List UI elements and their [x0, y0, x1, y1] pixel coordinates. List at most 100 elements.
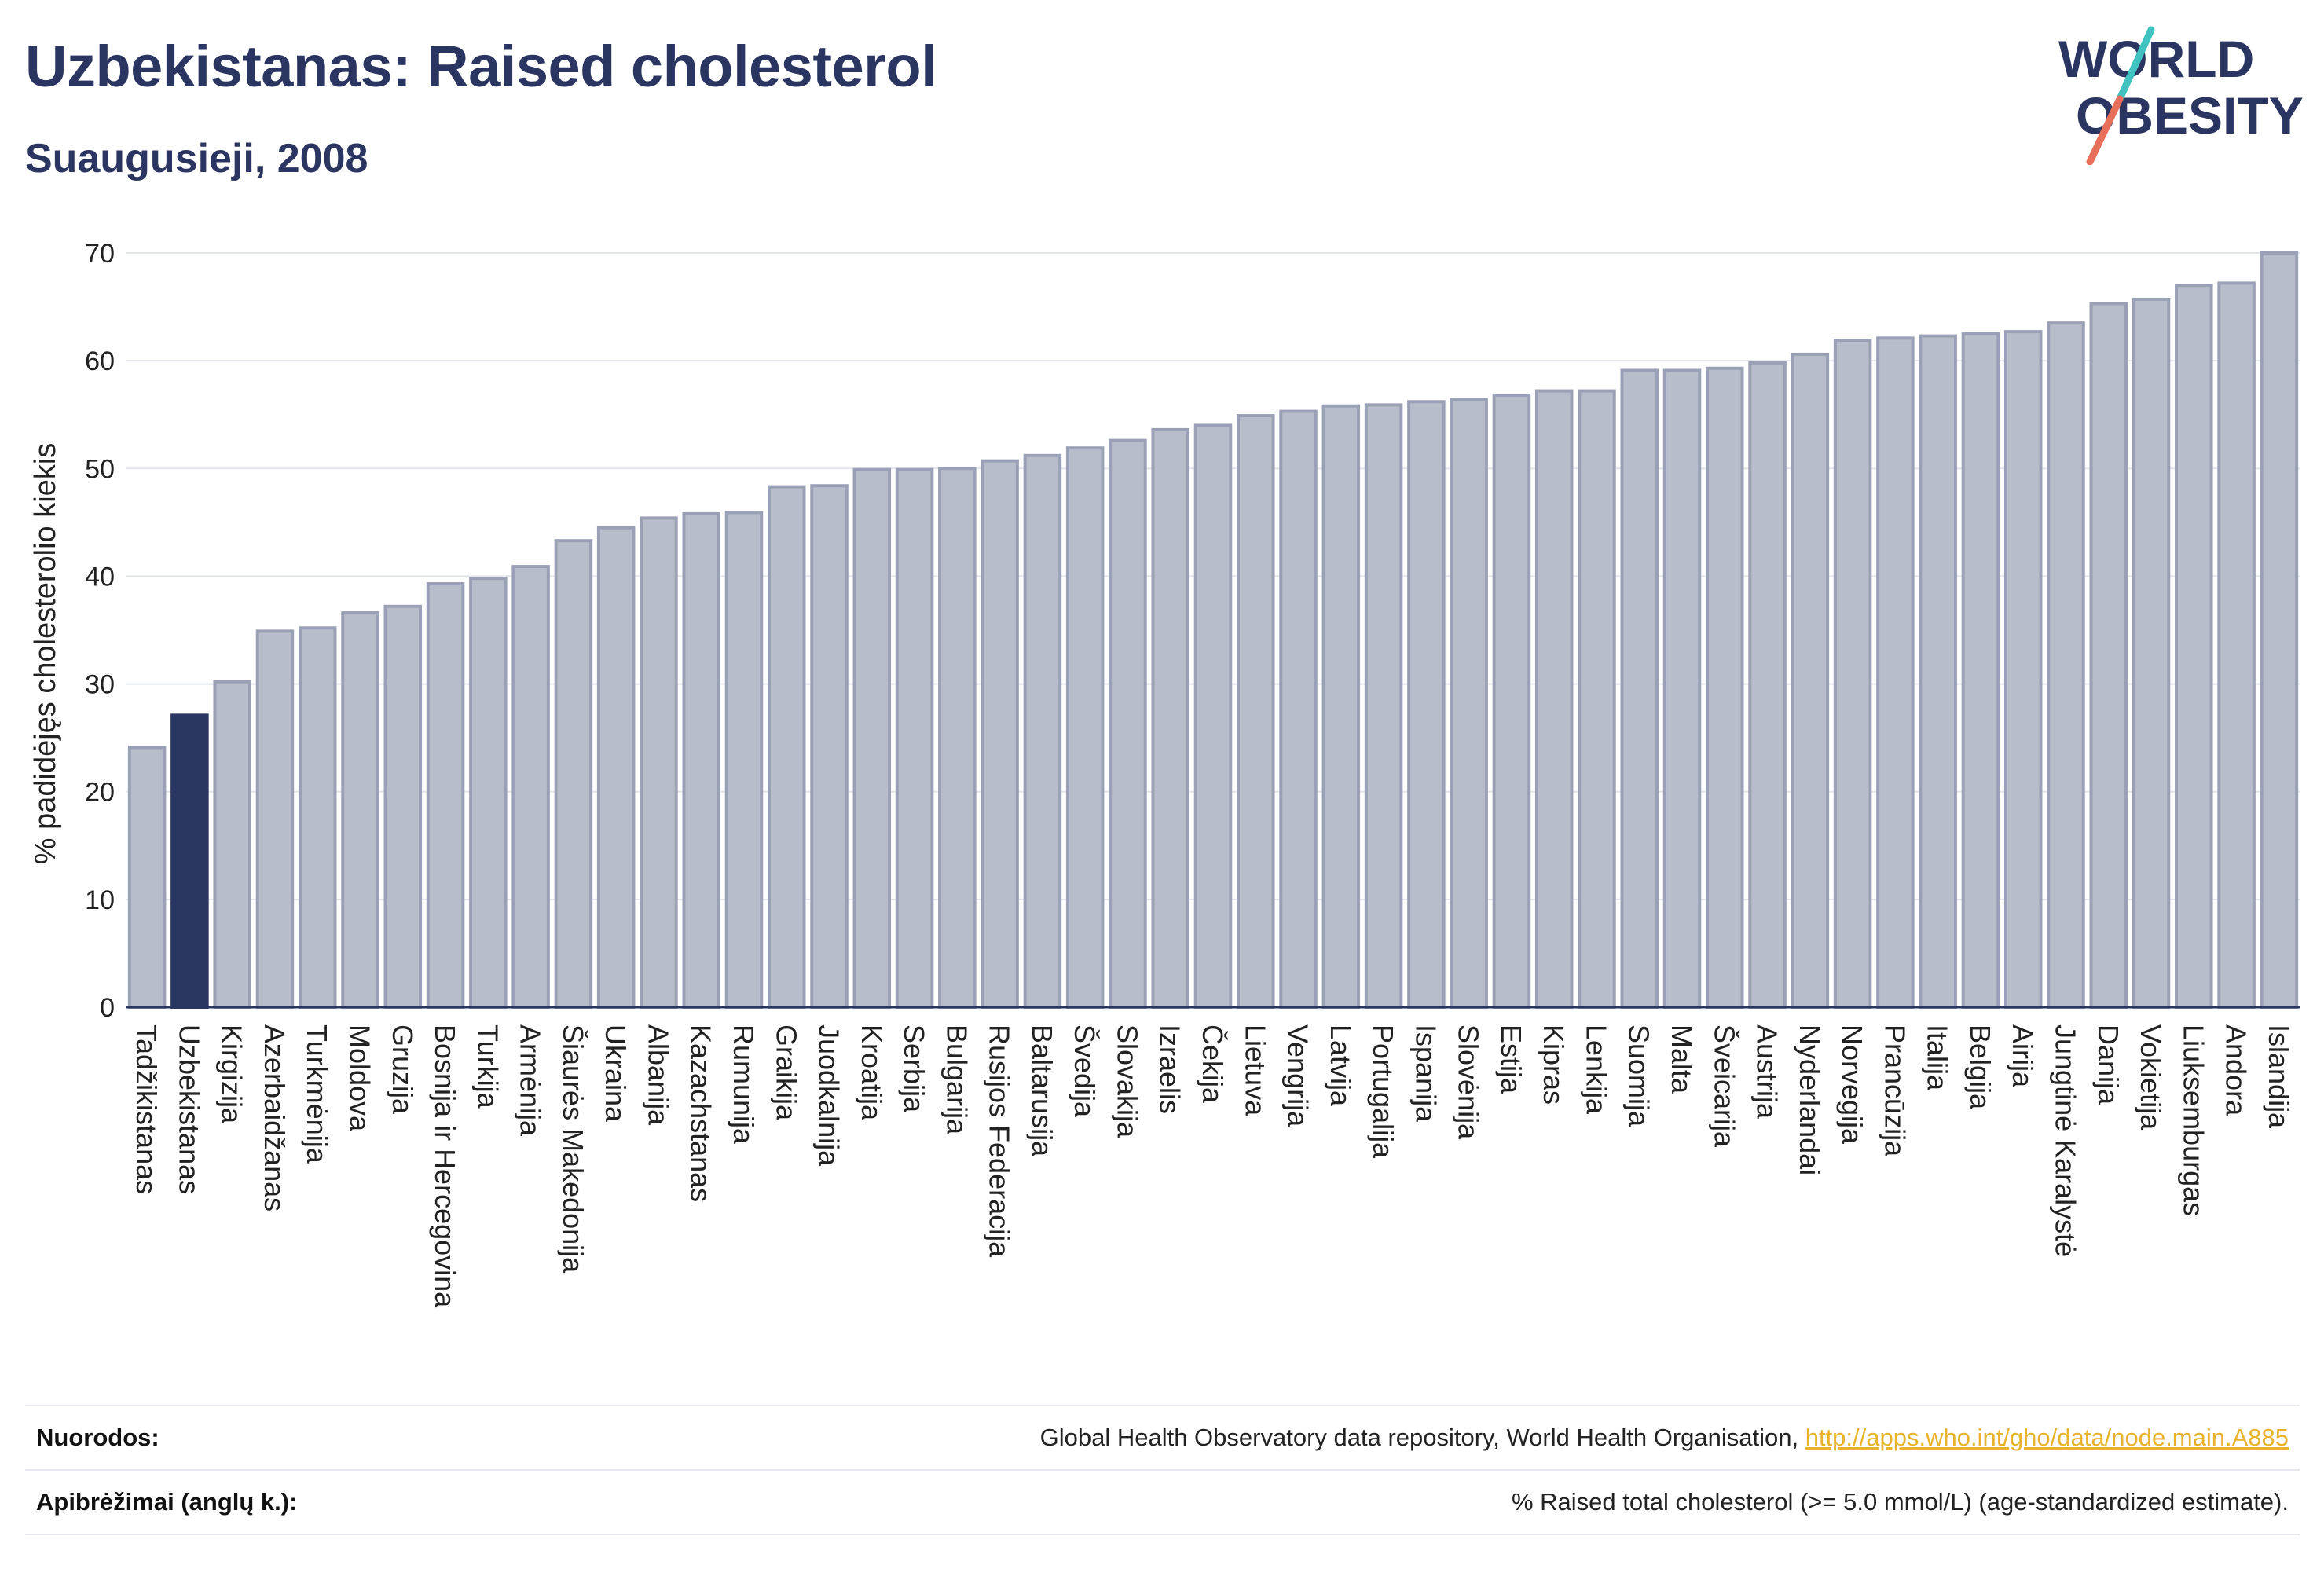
chart-title: Uzbekistanas: Raised cholesterol	[25, 34, 937, 99]
y-tick-label: 70	[85, 239, 115, 269]
bar	[1876, 336, 1915, 1010]
x-tick-label: Liuksemburgas	[2177, 1024, 2209, 1216]
x-tick-label: Uzbekistanas	[173, 1024, 205, 1194]
bar	[426, 582, 465, 1009]
x-tick-label: Prancūzija	[1879, 1024, 1911, 1157]
bar	[383, 604, 423, 1009]
y-tick-label: 10	[85, 885, 115, 915]
x-tick-label: Azerbaidžanas	[258, 1024, 291, 1211]
bar	[1791, 352, 1830, 1009]
x-tick-label: Vengrija	[1282, 1024, 1314, 1127]
bar	[1407, 400, 1446, 1009]
x-tick-label: Suomija	[1623, 1024, 1655, 1127]
bar	[341, 611, 379, 1009]
x-tick-label: Švedija	[1069, 1024, 1101, 1118]
bar	[1109, 438, 1147, 1009]
x-tick-label: Gruzija	[387, 1024, 419, 1115]
footer-sources-label: Nuorodos:	[36, 1424, 159, 1451]
bar	[2003, 330, 2043, 1010]
bar	[1151, 427, 1189, 1009]
bar	[852, 467, 892, 1009]
bar	[640, 516, 678, 1009]
x-tick-label: Andora	[2220, 1024, 2253, 1116]
x-tick-label: Norvegija	[1836, 1024, 1868, 1145]
y-tick-label: 40	[85, 562, 115, 592]
bar	[1450, 398, 1488, 1009]
bar	[1620, 368, 1659, 1009]
x-tick-label: Rusijos Federacija	[984, 1024, 1016, 1258]
chart-subtitle: Suaugusieji, 2008	[25, 136, 368, 181]
footer-sources-row: Nuorodos: Global Health Observatory data…	[25, 1405, 2300, 1469]
bar	[2175, 284, 2213, 1009]
bar	[1748, 361, 1787, 1009]
bar	[1193, 423, 1233, 1009]
x-tick-label: Vokietija	[2135, 1024, 2167, 1131]
bar	[596, 526, 636, 1009]
bar	[127, 746, 167, 1009]
bar	[2047, 321, 2085, 1009]
x-tick-label: Portugalija	[1367, 1024, 1399, 1159]
x-tick-label: Moldova	[344, 1024, 376, 1132]
bar	[810, 484, 849, 1009]
x-tick-label: Estija	[1495, 1024, 1527, 1094]
footer-sources-text: Global Health Observatory data repositor…	[1039, 1424, 1799, 1451]
bar	[2089, 302, 2128, 1009]
bar-highlight	[170, 713, 209, 1009]
x-tick-label: Latvija	[1325, 1024, 1357, 1107]
x-tick-label: Rumunija	[728, 1024, 760, 1145]
logo-line1: WORLD	[2058, 30, 2254, 88]
bar	[1961, 332, 2000, 1010]
y-tick-label: 60	[85, 346, 115, 376]
bar	[895, 467, 934, 1009]
bar	[1534, 389, 1574, 1009]
world-obesity-logo: WORLD OBESITY	[2058, 26, 2304, 165]
y-tick-label: 20	[85, 778, 115, 808]
bar	[1578, 389, 1616, 1009]
x-tick-label: Čekija	[1197, 1024, 1229, 1104]
x-tick-label: Lenkija	[1580, 1024, 1612, 1115]
footer-definitions-label: Apibrėžimai (anglų k.):	[36, 1488, 298, 1516]
x-tick-label: Ispanija	[1409, 1024, 1442, 1123]
bar	[213, 680, 251, 1009]
x-tick-label: Lietuva	[1239, 1024, 1271, 1116]
bar	[1662, 368, 1702, 1009]
bar-chart: 0 10 20 30 40 50 60 70 Tadžikistanas Uzbekistanas…	[29, 239, 2300, 1308]
x-tick-label: Juodkalnija	[813, 1024, 845, 1167]
bar	[938, 467, 977, 1009]
x-tick-label: Austrija	[1751, 1024, 1783, 1120]
x-tick-label: Jungtinė Karalystė	[2049, 1024, 2081, 1257]
x-tick-label: Turkija	[471, 1024, 504, 1109]
x-tick-label: Bosnija ir Hercegovina	[429, 1024, 461, 1308]
bar	[255, 629, 295, 1009]
x-tick-label: Kroatija	[856, 1024, 888, 1121]
x-tick-label: Baltarusija	[1026, 1024, 1058, 1157]
x-tick-label: Armėnija	[515, 1024, 547, 1137]
bar	[981, 459, 1019, 1009]
bar	[511, 565, 550, 1009]
x-tick-label: Kirgizija	[216, 1024, 248, 1124]
y-axis-title: % padidėjęs cholesterolio kiekis	[29, 443, 62, 865]
bar	[554, 539, 593, 1009]
bar	[1023, 453, 1062, 1009]
x-tick-label: Graikija	[770, 1024, 802, 1121]
bar	[298, 626, 337, 1009]
x-tick-label: Slovėnija	[1453, 1024, 1485, 1140]
x-tick-label: Kazachstanas	[685, 1024, 717, 1202]
y-tick-label: 0	[100, 993, 115, 1023]
logo-slash-coral	[2086, 95, 2124, 165]
bar	[469, 577, 508, 1009]
footer-sources-link[interactable]: http://apps.who.int/gho/data/node.main.A…	[1805, 1424, 2289, 1451]
x-tick-label: Islandija	[2263, 1024, 2295, 1129]
footer-sources-value: Global Health Observatory data repositor…	[1040, 1424, 2300, 1452]
x-tick-label: Albanija	[642, 1024, 674, 1126]
bar	[724, 511, 764, 1009]
bar	[1065, 446, 1105, 1009]
bar	[1321, 404, 1361, 1009]
x-tick-label: Italija	[1922, 1024, 1954, 1091]
bar	[1919, 334, 1957, 1010]
x-tick-label: Ukraina	[599, 1024, 632, 1123]
x-tick-label: Belgija	[1964, 1024, 1996, 1110]
x-tick-label: Tadžikistanas	[130, 1024, 163, 1194]
bar	[682, 511, 720, 1009]
x-tick-label: Bulgarija	[940, 1024, 973, 1135]
